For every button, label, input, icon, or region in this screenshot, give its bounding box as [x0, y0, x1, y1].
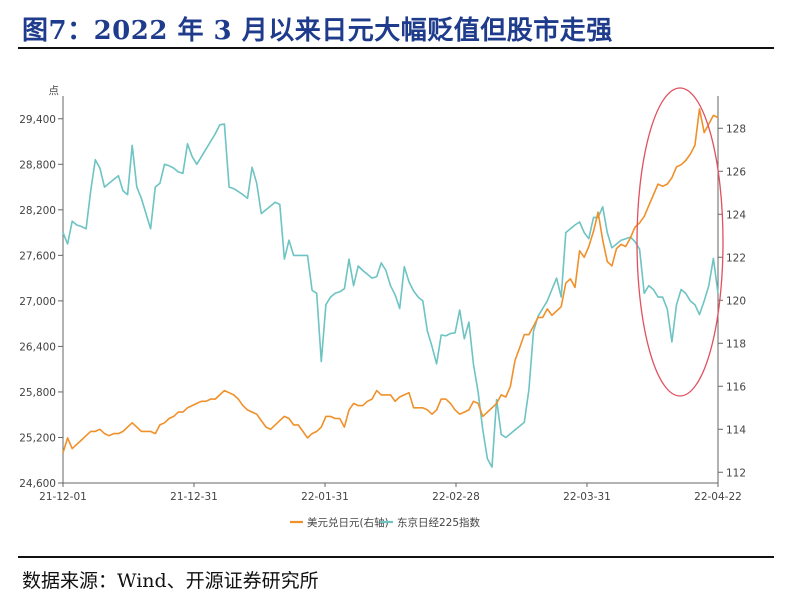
x-tick-label: 22-01-31	[301, 491, 349, 503]
legend-usd-jpy-label: 美元兑日元(右轴)	[307, 516, 389, 529]
x-tick-label: 22-03-31	[563, 491, 611, 503]
figure-title: 图7：2022 年 3 月以来日元大幅贬值但股市走强	[22, 16, 613, 46]
title-rule	[18, 47, 774, 49]
x-tick-label: 22-04-22	[694, 491, 742, 503]
source-note: 数据来源：Wind、开源证券研究所	[22, 570, 319, 592]
left-tick-label: 24,600	[19, 478, 56, 490]
right-tick-label: 118	[726, 338, 746, 350]
left-tick-label: 27,600	[19, 250, 56, 262]
right-tick-label: 114	[726, 424, 746, 436]
source-rule	[18, 556, 774, 558]
highlight-ellipse	[636, 87, 724, 397]
left-tick-label: 28,800	[19, 159, 56, 171]
legend-nikkei-225-label: 东京日经225指数	[397, 516, 481, 529]
left-axis-unit: 点	[49, 85, 60, 97]
x-tick-label: 22-02-28	[432, 491, 480, 503]
left-tick-label: 28,200	[19, 205, 56, 217]
right-tick-label: 112	[726, 467, 746, 479]
left-tick-label: 29,400	[19, 114, 56, 126]
right-tick-label: 122	[726, 252, 746, 264]
left-tick-label: 25,800	[19, 387, 56, 399]
right-tick-label: 120	[726, 295, 746, 307]
left-tick-label: 26,400	[19, 341, 56, 353]
left-tick-label: 27,000	[19, 296, 56, 308]
right-tick-label: 126	[726, 166, 746, 178]
x-tick-label: 21-12-01	[39, 491, 87, 503]
left-tick-label: 25,200	[19, 432, 56, 444]
usd-jpy-line	[62, 108, 719, 454]
x-tick-label: 21-12-31	[170, 491, 218, 503]
right-tick-label: 128	[726, 123, 746, 135]
right-tick-label: 124	[726, 209, 746, 221]
right-tick-label: 116	[726, 381, 746, 393]
nikkei-225-line	[62, 123, 719, 468]
